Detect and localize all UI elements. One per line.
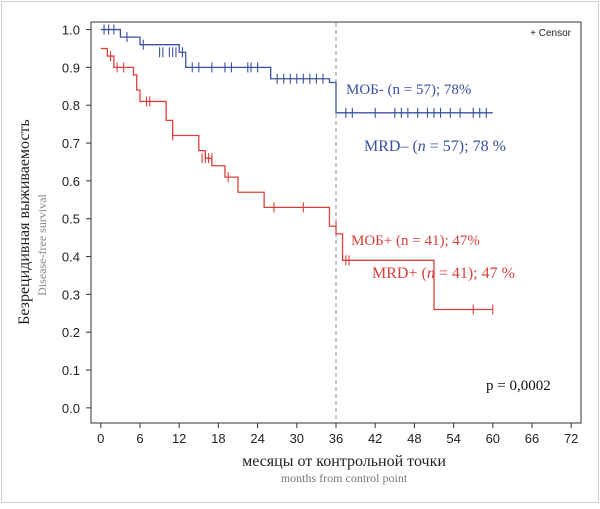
y-tick-label: 0.0	[62, 401, 80, 416]
x-tick-label: 60	[486, 431, 500, 446]
survival-curve-mrd-neg	[100, 28, 493, 114]
y-tick-label: 0.7	[62, 136, 80, 151]
annotation-mrd-neg-ru: МОБ- (n = 57); 78%	[346, 82, 471, 98]
y-tick-label: 0.3	[62, 287, 80, 302]
y-tick-label: 0.2	[62, 325, 80, 340]
x-tick-label: 30	[290, 431, 304, 446]
x-axis-label-en: months from control point	[281, 471, 408, 485]
annotation-mrd-neg-en: MRD– (n = 57); 78 %	[364, 138, 506, 155]
y-tick-label: 0.6	[62, 174, 80, 189]
annotation-mrd-pos-ru: МОБ+ (n = 41); 47%	[351, 233, 480, 249]
x-tick-label: 18	[211, 431, 225, 446]
y-tick-label: 0.9	[62, 60, 80, 75]
x-tick-label: 72	[564, 431, 578, 446]
y-tick-label: 1.0	[62, 23, 80, 38]
x-tick-label: 36	[329, 431, 343, 446]
y-tick-label: 0.1	[62, 363, 80, 378]
x-tick-label: 42	[368, 431, 382, 446]
x-tick-label: 66	[525, 431, 539, 446]
x-tick-label: 54	[446, 431, 460, 446]
p-value: p = 0,0002	[486, 378, 551, 394]
x-tick-label: 48	[407, 431, 421, 446]
y-tick-label: 0.8	[62, 98, 80, 113]
x-axis-label: месяцы от контрольной точки	[242, 453, 446, 470]
censor-legend: + Censor	[530, 28, 572, 39]
y-axis-label-en: Disease-free survival	[35, 194, 49, 296]
x-tick-label: 0	[97, 431, 104, 446]
y-tick-label: 0.4	[62, 250, 80, 265]
x-tick-label: 6	[136, 431, 143, 446]
y-axis-label: Безрецидивная выживаемость	[16, 119, 33, 325]
annotation-mrd-pos-en: MRD+ (n = 41); 47 %	[372, 265, 515, 282]
x-tick-label: 24	[250, 431, 264, 446]
x-tick-label: 12	[172, 431, 186, 446]
y-tick-label: 0.5	[62, 212, 80, 227]
